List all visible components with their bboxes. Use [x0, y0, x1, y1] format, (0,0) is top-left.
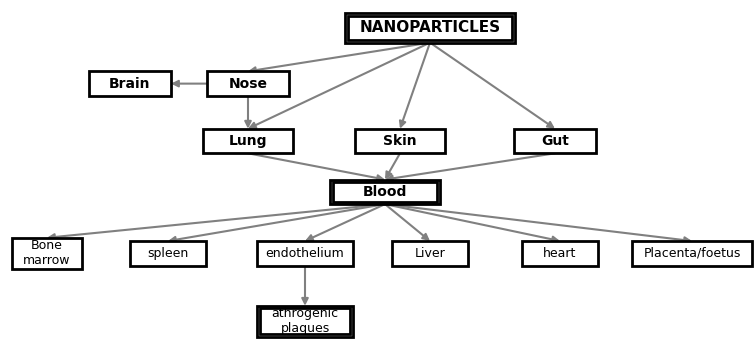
Bar [260, 308, 350, 335]
Bar [207, 71, 289, 96]
Bar [333, 182, 437, 202]
Text: spleen: spleen [147, 247, 188, 260]
Text: endothelium: endothelium [265, 247, 345, 260]
Text: Skin: Skin [383, 134, 417, 148]
Bar [130, 241, 206, 266]
Bar [203, 129, 293, 153]
Bar [12, 238, 82, 269]
Bar [522, 241, 598, 266]
Text: Placenta/foetus: Placenta/foetus [643, 247, 740, 260]
Bar [392, 241, 468, 266]
Bar [632, 241, 752, 266]
Text: Brain: Brain [109, 76, 151, 91]
Bar [257, 241, 353, 266]
Text: heart: heart [544, 247, 577, 260]
Text: Bone
marrow: Bone marrow [23, 239, 71, 267]
Text: Nose: Nose [228, 76, 268, 91]
Text: Lung: Lung [228, 134, 267, 148]
Text: Liver: Liver [415, 247, 446, 260]
Text: Gut: Gut [541, 134, 569, 148]
Text: Blood: Blood [363, 185, 407, 199]
Bar [257, 306, 353, 337]
Bar [514, 129, 596, 153]
Bar [89, 71, 171, 96]
Bar [348, 16, 512, 40]
Bar [345, 13, 515, 43]
Bar [330, 179, 440, 204]
Text: NANOPARTICLES: NANOPARTICLES [360, 20, 501, 35]
Text: athrogenic
plaques: athrogenic plaques [271, 307, 339, 335]
Bar [355, 129, 445, 153]
